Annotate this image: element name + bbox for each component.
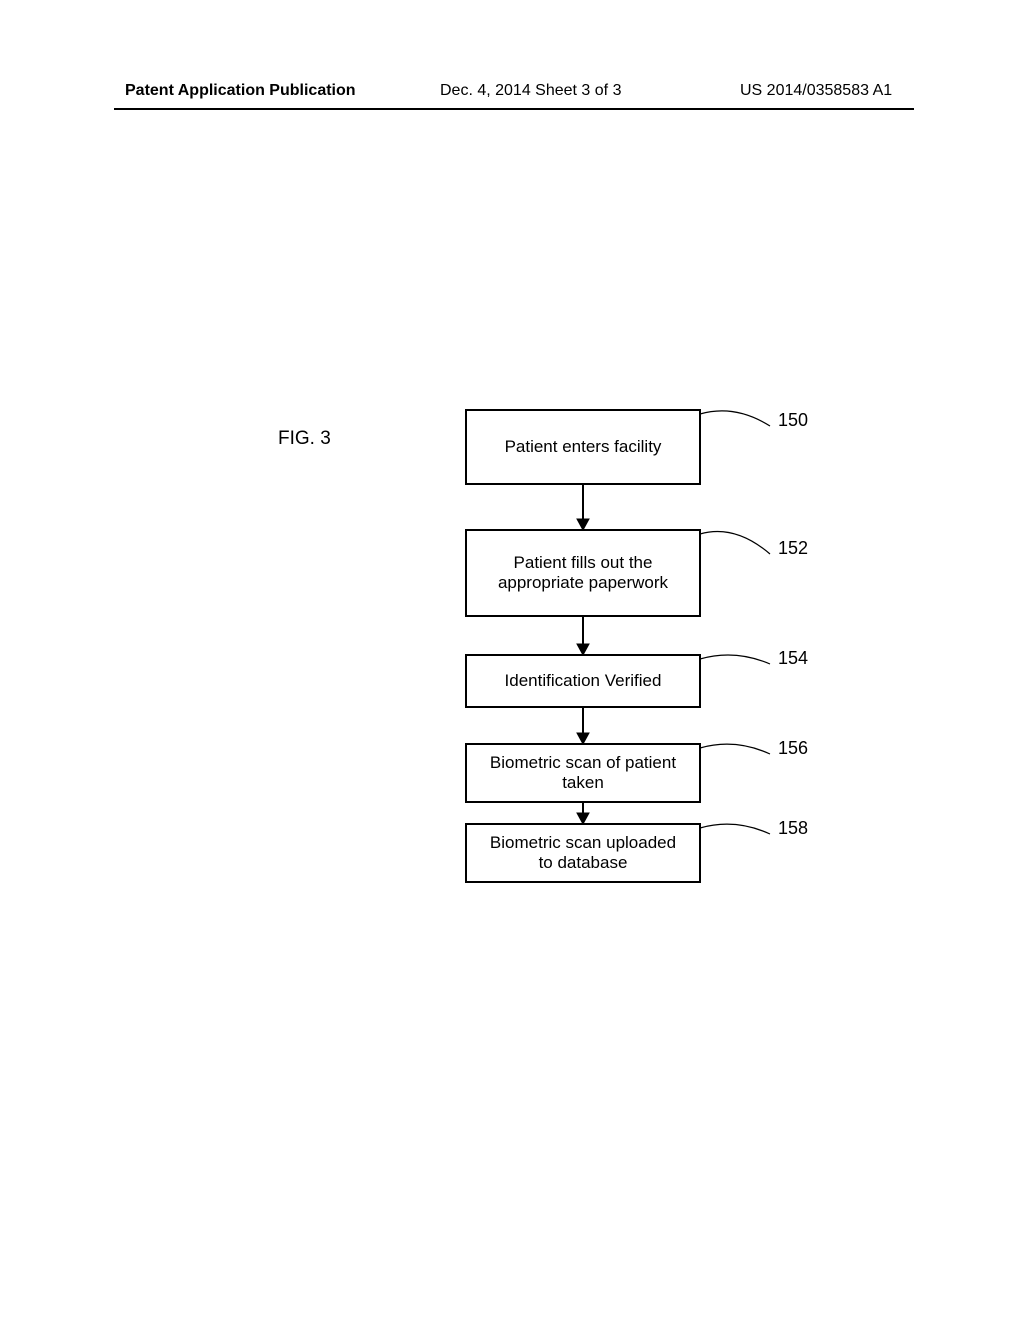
arrow-head-n150-n152 — [577, 519, 589, 530]
arrow-head-n154-n156 — [577, 733, 589, 744]
flow-node-text-158: Biometric scan uploaded — [490, 833, 676, 852]
flow-node-text-152: appropriate paperwork — [498, 573, 669, 592]
lead-line-154 — [700, 655, 770, 664]
arrow-head-n156-n158 — [577, 813, 589, 824]
flow-node-text-154: Identification Verified — [505, 671, 662, 690]
ref-number-152: 152 — [778, 538, 808, 558]
lead-line-152 — [700, 532, 770, 555]
flow-node-text-156: taken — [562, 773, 604, 792]
lead-line-150 — [700, 411, 770, 426]
flow-node-text-158: to database — [539, 853, 628, 872]
flow-node-text-150: Patient enters facility — [505, 437, 662, 456]
lead-line-158 — [700, 824, 770, 834]
flowchart-diagram: Patient enters facility Patient fills out… — [0, 0, 1024, 1320]
ref-number-154: 154 — [778, 648, 808, 668]
page: Patent Application Publication Dec. 4, 2… — [0, 0, 1024, 1320]
flow-node-text-156: Biometric scan of patient — [490, 753, 676, 772]
arrow-head-n152-n154 — [577, 644, 589, 655]
ref-number-150: 150 — [778, 410, 808, 430]
flow-node-text-152: Patient fills out the — [514, 553, 653, 572]
ref-number-156: 156 — [778, 738, 808, 758]
ref-number-158: 158 — [778, 818, 808, 838]
lead-line-156 — [700, 744, 770, 754]
